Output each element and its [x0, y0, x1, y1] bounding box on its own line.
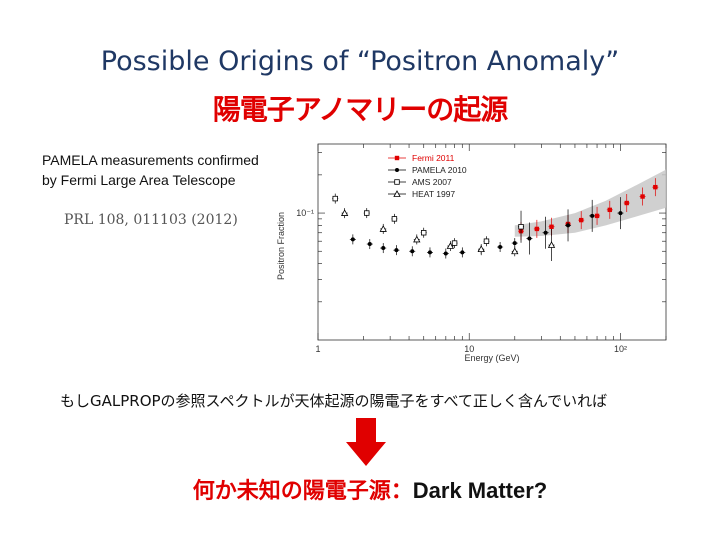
- chart-axes: 1 10 10² 10⁻¹: [296, 143, 667, 354]
- data-point: [534, 226, 540, 232]
- legend-label: Fermi 2011: [412, 153, 455, 163]
- data-point: [590, 213, 595, 218]
- conclusion: 何か未知の陽電子源：Dark Matter?: [0, 473, 720, 505]
- slide-title-english: Possible Origins of “Positron Anomaly”: [100, 46, 620, 77]
- data-point: [607, 207, 612, 213]
- data-point: [547, 241, 556, 248]
- data-point: [498, 245, 503, 250]
- down-arrow-icon: [346, 418, 386, 466]
- legend-label: HEAT 1997: [412, 189, 455, 199]
- data-point: [460, 250, 465, 255]
- legend-label: AMS 2007: [412, 177, 452, 187]
- conclusion-english: Dark Matter?: [412, 478, 548, 503]
- data-point: [518, 224, 524, 230]
- data-point: [594, 213, 600, 219]
- data-point: [364, 210, 370, 216]
- data-point: [391, 216, 398, 222]
- data-point: [511, 247, 519, 255]
- data-point: [653, 184, 658, 190]
- data-point: [451, 240, 458, 246]
- data-point: [446, 242, 455, 249]
- data-point: [367, 242, 372, 247]
- x-tick-label: 10: [464, 344, 474, 354]
- legend-marker: [394, 155, 400, 161]
- data-point: [512, 241, 517, 246]
- data-point: [443, 251, 448, 256]
- legend-label: PAMELA 2010: [412, 165, 467, 175]
- slide-title-japanese: 陽電子アノマリーの起源: [212, 93, 508, 126]
- chart-legend: Fermi 2011 PAMELA 2010 AMS 2007 HEAT 1997: [388, 153, 467, 199]
- data-point: [477, 245, 485, 253]
- data-point: [410, 249, 415, 254]
- positron-fraction-chart: 1 10 10² 10⁻¹ Fermi 2011 PAMELA 2010 AMS 2007…: [276, 143, 667, 363]
- data-point: [379, 225, 387, 232]
- plot-caption: PAMELA measurements confirmed by Fermi L…: [42, 150, 259, 190]
- data-point: [549, 224, 554, 229]
- caption-line-2: by Fermi Large Area Telescope: [42, 172, 236, 188]
- data-point: [543, 230, 548, 235]
- x-tick-label: 10²: [614, 344, 627, 354]
- data-point: [340, 209, 349, 216]
- data-point: [413, 235, 421, 243]
- y-tick-label: 10⁻¹: [296, 208, 314, 218]
- data-point: [350, 237, 355, 242]
- data-point: [566, 223, 571, 228]
- data-point: [483, 238, 490, 244]
- x-axis-label: Energy (GeV): [464, 353, 519, 363]
- data-point: [579, 217, 584, 223]
- data-point: [427, 250, 432, 255]
- data-point: [624, 200, 629, 206]
- data-point: [640, 194, 645, 199]
- model-band-area: [514, 169, 666, 237]
- x-tick-label: 1: [315, 344, 320, 354]
- data-point: [394, 248, 399, 253]
- data-point: [618, 211, 623, 216]
- legend-marker: [394, 179, 400, 185]
- plot-frame: [317, 143, 667, 341]
- legend-marker: [393, 190, 401, 197]
- conclusion-japanese: 何か未知の陽電子源：: [192, 479, 413, 504]
- data-point: [527, 236, 532, 241]
- y-axis-label: Positron Fraction: [276, 212, 286, 280]
- reference-citation: PRL 108, 011103 (2012): [64, 212, 238, 228]
- data-point: [421, 230, 427, 236]
- data-point: [381, 246, 386, 251]
- body-statement: もしGALPROPの参照スペクトルが天体起源の陽電子をすべて正しく含んでいれば: [60, 392, 608, 410]
- legend-marker: [395, 168, 399, 172]
- model-band: [514, 169, 666, 237]
- caption-line-1: PAMELA measurements confirmed: [42, 152, 259, 168]
- data-point: [332, 195, 338, 202]
- chart-points: [332, 178, 659, 262]
